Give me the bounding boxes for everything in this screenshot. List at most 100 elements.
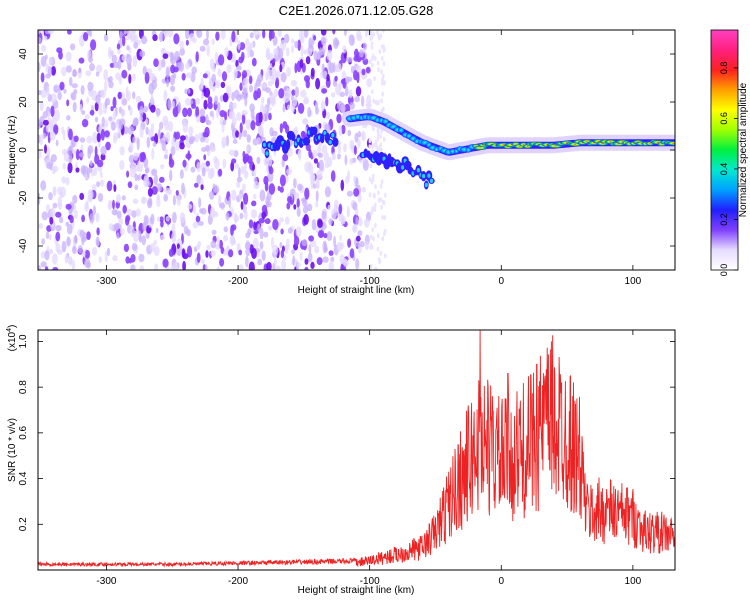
spectrogram-noise-cell <box>300 35 305 44</box>
spectrogram-noise-cell <box>108 223 114 231</box>
spectrogram-noise-cell <box>127 126 134 135</box>
spectrogram-noise-cell <box>245 241 251 251</box>
spectrogram-noise-cell <box>112 255 118 262</box>
spectrogram-noise-cell <box>210 240 217 249</box>
spectrogram-noise-cell <box>233 150 239 158</box>
spectrogram-noise-cell <box>89 213 95 223</box>
spectrogram-noise-cell <box>192 221 199 229</box>
spectrogram-noise-cell <box>195 106 200 118</box>
spectrogram-noise-cell <box>246 134 251 143</box>
spectrogram-noise-cell <box>203 38 210 46</box>
spectrogram-noise-cell <box>374 56 377 62</box>
spectrogram-noise-cell <box>52 202 58 209</box>
spectrogram-noise-cell <box>248 75 253 85</box>
spectrogram-noise-cell <box>89 63 95 72</box>
colorbar-tick-label: 0.8 <box>719 62 729 75</box>
spectrogram-noise-cell <box>131 210 137 218</box>
spectrogram-noise-cell <box>243 209 248 220</box>
spectrogram-noise-cell <box>168 248 174 257</box>
spectrogram-noise-cell <box>248 219 254 229</box>
spectrogram-noise-cell <box>70 93 75 100</box>
spectrogram-noise-cell <box>159 121 164 130</box>
spectrogram-noise-cell <box>291 249 295 255</box>
spectrogram-noise-cell <box>303 214 309 225</box>
spectrogram-noise-cell <box>203 154 207 161</box>
spectrogram-noise-cell <box>267 171 274 183</box>
spectrogram-noise-cell <box>128 258 133 264</box>
spectrogram-noise-cell <box>297 150 301 159</box>
spectrogram-noise-cell <box>71 259 76 270</box>
spectrogram-noise-cell <box>372 126 375 132</box>
spectrogram-noise-cell <box>81 251 86 257</box>
spectrogram-noise-cell <box>104 130 110 138</box>
y-tick-label: 0.8 <box>18 380 29 394</box>
spectrogram-noise-cell <box>316 257 323 266</box>
spectrogram-noise-cell <box>98 108 103 116</box>
spectrogram-noise-cell <box>362 42 368 51</box>
spectrogram-noise-cell <box>339 234 342 242</box>
spectrogram-noise-cell <box>47 111 51 119</box>
spectrogram-noise-cell <box>46 162 52 170</box>
spectrogram-noise-cell <box>293 204 297 210</box>
spectrogram-noise-cell <box>49 216 54 225</box>
spectrogram-noise-cell <box>317 219 323 228</box>
spectrogram-noise-cell <box>381 55 384 61</box>
snr-frame <box>37 329 676 571</box>
spectrogram-noise-cell <box>50 93 57 104</box>
spectrogram-noise-cell <box>361 130 366 142</box>
spectrogram-noise-cell <box>220 81 226 89</box>
spectrogram-noise-cell <box>268 166 274 175</box>
spectrogram-noise-cell <box>210 146 216 153</box>
spectrogram-noise-cell <box>195 97 201 105</box>
spectrogram-noise-cell <box>317 230 324 239</box>
spectrogram-noise-cell <box>44 266 49 270</box>
spectrogram-noise-cell <box>376 60 380 66</box>
spectrogram-noise-cell <box>207 101 213 110</box>
spectrogram-noise-cell <box>125 86 129 98</box>
spectrogram-noise-cell <box>286 202 291 210</box>
spectrogram-noise-cell <box>383 253 387 259</box>
spectrogram-noise-cell <box>78 152 85 158</box>
colorbar-ticks: 0.0 0.2 0.4 0.6 0.8 <box>719 62 738 276</box>
track-blob <box>302 137 311 146</box>
spectrogram-noise-cell <box>308 37 313 49</box>
spectrogram-noise-cell <box>119 146 125 156</box>
spectrogram-noise-cell <box>231 189 237 201</box>
track-blob <box>332 137 339 147</box>
spectrogram-noise-cell <box>341 124 346 135</box>
spectrogram-noise-cell <box>147 197 153 206</box>
x-tick-label: 0 <box>498 576 504 587</box>
spectrogram-noise-cell <box>223 226 228 233</box>
spectrogram-noise-cell <box>376 127 380 133</box>
spectrogram-noise-cell <box>355 235 361 242</box>
spectrogram-noise-cell <box>345 175 350 185</box>
spectrogram-noise-cell <box>96 64 103 74</box>
spectrogram-noise-cell <box>371 62 374 68</box>
spectrogram-noise-cell <box>57 196 62 208</box>
spectrogram-noise-cell <box>192 205 196 215</box>
spectrogram-noise-cell <box>69 215 74 224</box>
spectrogram-noise-cell <box>328 62 335 74</box>
spectrogram-noise-cell <box>357 230 363 237</box>
spectrogram-noise-cell <box>162 115 169 127</box>
spectrogram-noise-cell <box>211 229 217 235</box>
spectrogram-noise-cell <box>222 92 229 103</box>
spectrogram-noise-cell <box>100 145 107 156</box>
spectrogram-noise-cell <box>196 252 201 263</box>
spectrogram-noise-cell <box>256 156 261 164</box>
spectrogram-noise-cell <box>349 158 354 165</box>
spectrogram-noise-cell <box>167 30 174 38</box>
spectrogram-noise-cell <box>258 218 265 224</box>
spectrogram-noise-cell <box>356 34 363 42</box>
spectrogram-noise-cell <box>199 108 206 117</box>
spectrogram-noise-cell <box>224 46 229 58</box>
spectrogram-noise-cell <box>250 209 258 219</box>
spectrogram-noise-cell <box>357 138 361 148</box>
spectrogram-noise-cell <box>368 192 372 198</box>
spectrogram-noise-cell <box>65 51 72 62</box>
spectrogram-noise-cell <box>310 67 315 77</box>
spectrogram-noise-cell <box>241 183 246 192</box>
spectrogram-noise-cell <box>153 240 157 246</box>
spectrogram-noise-cell <box>264 218 271 225</box>
spectrogram-noise-cell <box>138 115 143 122</box>
